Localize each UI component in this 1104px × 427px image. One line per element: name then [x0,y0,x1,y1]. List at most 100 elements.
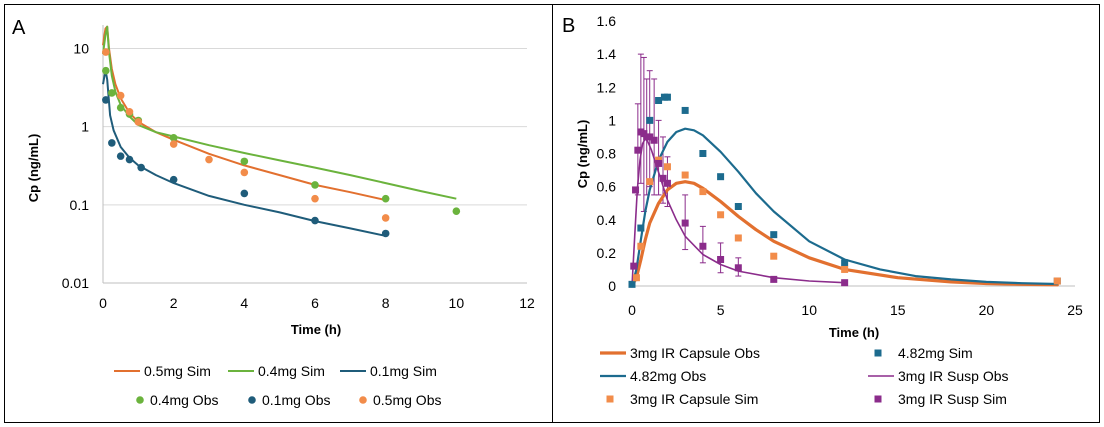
series-line-3mg-ir-capsule-obs [630,180,1059,288]
data-point-4-82mg-sim [717,173,725,181]
data-point-0-5mg-obs [102,48,110,56]
panel-b-legend: 3mg IR Capsule Obs 4.82mg Sim 4.82mg Obs 3m… [600,345,1009,407]
data-point-3mg-ir-susp-sim [630,262,638,270]
data-point-4-82mg-sim [681,106,689,114]
data-point-3mg-ir-capsule-sim [770,252,778,260]
panel-b-y-tick-label: 1.4 [597,46,617,62]
panel-b-y-tick-label: 0 [608,278,616,294]
data-point-0-4mg-obs [381,194,390,203]
data-point-0-1mg-obs [381,229,390,238]
legend-label: 4.82mg Obs [630,368,706,384]
legend-label: 3mg IR Capsule Sim [630,391,758,407]
panel-b-x-axis-title: Time (h) [829,325,879,340]
panel-b-x-tick-labels: 0 5 10 15 20 25 [628,302,1083,318]
data-point-0-1mg-obs [108,139,116,147]
data-point-3mg-ir-susp-sim [650,136,658,144]
data-point-3mg-ir-capsule-sim [734,234,742,242]
panel-label-b: B [562,15,575,37]
data-point-3mg-ir-susp-sim [717,256,725,263]
data-point-0-5mg-obs [311,194,319,203]
panel-b-y-tick-label: 0.4 [597,212,617,228]
panel-b-series [628,93,1061,288]
data-point-4-82mg-sim [734,203,742,210]
data-point-0-4mg-obs [169,134,178,142]
data-point-4-82mg-sim [770,231,778,239]
panel-b-y-axis-title: Cp (ng/mL) [575,120,590,189]
panel-b-x-tick-label: 20 [979,302,995,318]
legend-swatch [136,396,144,404]
data-point-3mg-ir-capsule-sim [841,265,849,273]
data-point-4-82mg-sim [646,116,654,124]
data-point-4-82mg-sim [655,97,663,104]
data-point-3mg-ir-susp-sim [632,186,640,194]
legend-label: 0.1mg Sim [370,363,437,379]
data-point-3mg-ir-capsule-sim [1053,277,1061,285]
data-point-4-82mg-sim [663,93,671,101]
panel-a-x-tick-label: 6 [311,295,319,311]
data-point-4-82mg-sim [699,150,707,157]
legend-swatch [874,349,882,357]
data-point-3mg-ir-susp-sim [634,146,642,154]
panel-a-x-tick-label: 0 [99,295,107,311]
data-point-0-4mg-obs [116,103,125,112]
data-point-3mg-ir-susp-sim [681,219,689,227]
data-point-0-1mg-obs [240,189,249,198]
panel-b-y-tick-label: 1.6 [597,13,617,29]
data-point-0-5mg-obs [116,91,125,100]
panel-a-x-tick-label: 12 [519,295,535,311]
data-point-3mg-ir-susp-sim [663,179,671,187]
data-point-3mg-ir-susp-sim [655,159,663,167]
panel-b-x-tick-label: 10 [801,302,817,318]
series-line-0-4mg-sim [102,25,457,200]
data-point-3mg-ir-susp-sim [841,279,849,287]
legend-label: 0.5mg Obs [373,392,441,408]
data-point-0-5mg-obs [134,118,143,126]
data-point-0-5mg-obs [169,140,178,148]
data-point-0-5mg-obs [125,108,134,116]
data-point-0-1mg-obs [102,96,110,104]
panel-b-y-tick-label: 0.8 [597,146,617,162]
panel-a-series [102,25,461,238]
data-point-0-1mg-obs [169,175,178,184]
legend-swatch [248,396,256,404]
legend-label: 4.82mg Sim [898,345,973,361]
panel-a-y-tick-labels: 0.01 0.1 1 10 [62,41,89,291]
data-point-0-4mg-obs [452,207,461,215]
panel-a-x-tick-label: 10 [449,295,465,311]
panel-a-x-tick-label: 2 [170,295,178,311]
panel-a-gridlines [102,25,527,284]
data-point-0-5mg-obs [381,214,390,222]
data-point-3mg-ir-susp-sim [646,133,654,141]
data-point-0-5mg-obs [205,155,213,164]
panel-a-y-tick-label: 0.01 [62,275,89,291]
legend-label: 0.5mg Sim [144,363,211,379]
legend-swatch [606,395,614,403]
panel-a-y-tick-label: 1 [81,119,89,135]
panel-b-y-tick-label: 0.2 [597,245,617,261]
data-point-0-4mg-obs [102,66,110,75]
data-point-3mg-ir-susp-sim [734,264,742,272]
panel-a-x-tick-label: 8 [382,295,390,311]
panel-a-y-axis-title: Cp (ng/mL) [26,134,41,203]
panel-b-y-tick-label: 1 [608,112,616,128]
data-point-0-4mg-obs [311,181,319,189]
legend-swatch [874,395,882,403]
series-line-4-82mg-obs [630,127,1059,288]
panel-b-y-tick-label: 1.2 [597,79,617,95]
data-point-3mg-ir-susp-sim [699,242,707,250]
panel-b-y-tick-labels: 0 0.2 0.4 0.6 0.8 1 1.2 1.4 1.6 [597,13,617,294]
panel-a-x-tick-labels: 0 2 4 6 8 10 12 [99,295,535,311]
legend-label: 3mg IR Susp Sim [898,391,1007,407]
panel-a-y-tick-label: 10 [73,41,89,57]
legend-label: 0.1mg Obs [262,392,330,408]
data-point-3mg-ir-capsule-sim [646,178,654,186]
legend-label: 3mg IR Capsule Obs [630,345,760,361]
data-point-4-82mg-sim [841,259,849,267]
panel-a: A 0.01 0.1 1 10 0 2 4 6 8 10 12 Time (h) Cp (ng/m… [12,17,535,408]
panel-a-x-tick-label: 4 [240,295,248,311]
legend-label: 0.4mg Sim [258,363,325,379]
data-point-0-1mg-obs [137,163,145,172]
data-point-0-1mg-obs [311,216,319,225]
data-point-4-82mg-sim [628,280,636,288]
